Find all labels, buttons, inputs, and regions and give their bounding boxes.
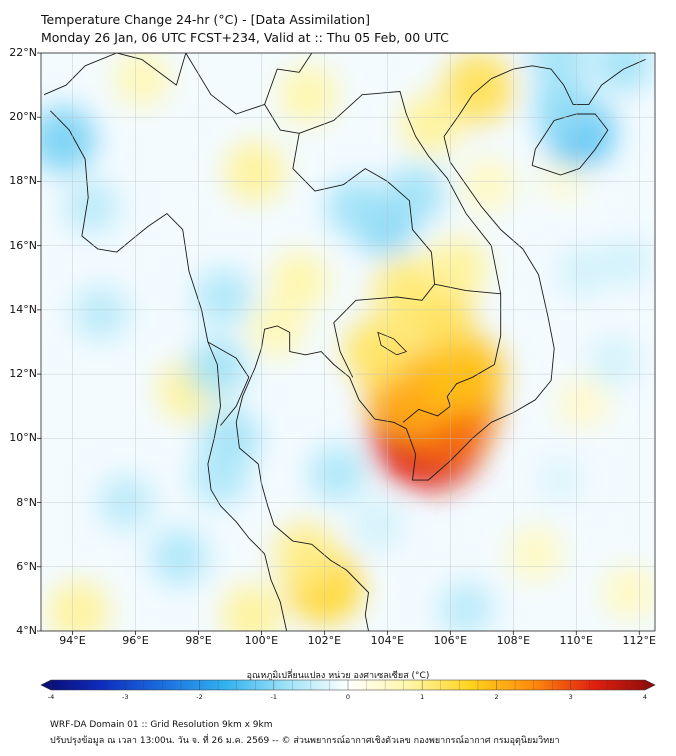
temperature-anomaly-cell <box>601 236 652 287</box>
temperature-anomaly-cell <box>602 565 655 620</box>
map-frame <box>40 52 656 632</box>
lat-label: 6°N <box>16 559 37 573</box>
temperature-anomaly-cell <box>269 251 329 311</box>
lake-outline <box>377 331 408 356</box>
lon-label: 98°E <box>185 634 212 647</box>
lat-label: 22°N <box>9 46 37 59</box>
lon-label: 96°E <box>122 634 149 647</box>
lat-label: 4°N <box>16 624 37 637</box>
temperature-anomaly-cell <box>64 179 119 235</box>
temperature-anomaly-cell <box>326 177 386 237</box>
temperature-anomaly-cell <box>192 448 249 506</box>
coastline-border <box>402 283 502 423</box>
colorbar-tick-label: -2 <box>196 693 203 701</box>
temperature-anomaly-cell <box>113 53 171 108</box>
temperature-anomaly-cell <box>195 268 253 326</box>
temperature-anomaly-cell <box>386 164 446 224</box>
colorbar-tick-label: 3 <box>568 693 573 701</box>
lon-label: 110°E <box>559 634 594 647</box>
lat-label: 18°N <box>9 174 37 188</box>
coastline-border <box>264 53 313 105</box>
colorbar-tick-label: -4 <box>47 693 55 701</box>
temperature-anomaly-cell <box>438 581 494 631</box>
lon-label: 104°E <box>370 634 405 647</box>
temperature-anomaly-cell <box>248 300 306 358</box>
temperature-anomaly-cell <box>460 157 516 212</box>
lat-label: 10°N <box>9 431 37 445</box>
chart-title: Temperature Change 24-hr (°C) - [Data As… <box>41 12 370 27</box>
temperature-anomaly-cell <box>343 317 413 387</box>
temperature-anomaly-cell <box>151 528 208 586</box>
temperature-anomaly-cell <box>557 246 608 297</box>
temperature-anomaly-cell <box>47 580 110 631</box>
colorbar-tick-label: -3 <box>122 693 129 701</box>
temperature-anomaly-cell <box>279 65 339 125</box>
temperature-anomaly-cell <box>308 445 366 503</box>
coastline-border <box>50 110 288 631</box>
colorbar-tick-label: 0 <box>345 693 351 701</box>
lon-label: 100°E <box>244 634 279 647</box>
temperature-anomaly-cell <box>508 526 563 582</box>
colorbar-tick-label: 1 <box>420 693 425 701</box>
lat-label: 14°N <box>9 302 37 316</box>
temperature-anomaly-cell <box>73 285 129 341</box>
temperature-anomaly-cell <box>593 53 654 93</box>
coastline-border <box>235 58 646 631</box>
temperature-anomaly-cell <box>425 237 488 299</box>
lat-label: 20°N <box>9 110 37 124</box>
temperature-anomaly-cell <box>556 377 609 430</box>
temperature-anomaly-cell <box>536 456 585 504</box>
temperature-anomaly-cell <box>221 584 283 631</box>
temperature-anomaly-cell <box>41 106 97 173</box>
colorbar-tick-label: -1 <box>270 693 277 701</box>
coastline-border <box>299 91 502 294</box>
colorbar-tick-label: 2 <box>494 693 499 701</box>
lat-label: 16°N <box>9 238 37 252</box>
lon-label: 108°E <box>496 634 531 647</box>
temperature-anomaly-cell <box>527 53 587 86</box>
lon-label: 102°E <box>307 634 342 647</box>
coastline-border <box>207 341 250 426</box>
lat-label: 8°N <box>16 495 37 509</box>
coastline-border <box>43 53 187 96</box>
temperature-anomaly-cell <box>589 336 639 387</box>
chart-subtitle: Monday 26 Jan, 06 UTC FCST+234, Valid at… <box>41 30 449 45</box>
lon-label: 106°E <box>433 634 468 647</box>
lon-label: 112°E <box>622 634 656 647</box>
footer-model-info: WRF-DA Domain 01 :: Grid Resolution 9km … <box>50 720 273 730</box>
temperature-anomaly-cell <box>443 53 515 124</box>
temperature-anomaly-cell <box>273 521 338 586</box>
temperature-anomaly-cell <box>353 500 403 550</box>
colorbar-tick-label: 4 <box>642 693 648 701</box>
temperature-anomaly-cell <box>532 76 595 139</box>
colorbar <box>40 679 656 691</box>
temperature-anomaly-cell <box>373 257 440 324</box>
temperature-anomaly-cell <box>400 92 463 155</box>
lat-label: 12°N <box>9 367 37 381</box>
temperature-anomaly-cell <box>224 141 286 203</box>
colorbar-title: อุณหภูมิเปลี่ยนแปลง หน่วย องศาเซลเซียส (… <box>246 671 430 681</box>
lon-label: 94°E <box>59 634 86 647</box>
footer-credit: ปรับปรุงข้อมูล ณ เวลา 13:00น. วัน จ. ที่… <box>50 736 560 746</box>
